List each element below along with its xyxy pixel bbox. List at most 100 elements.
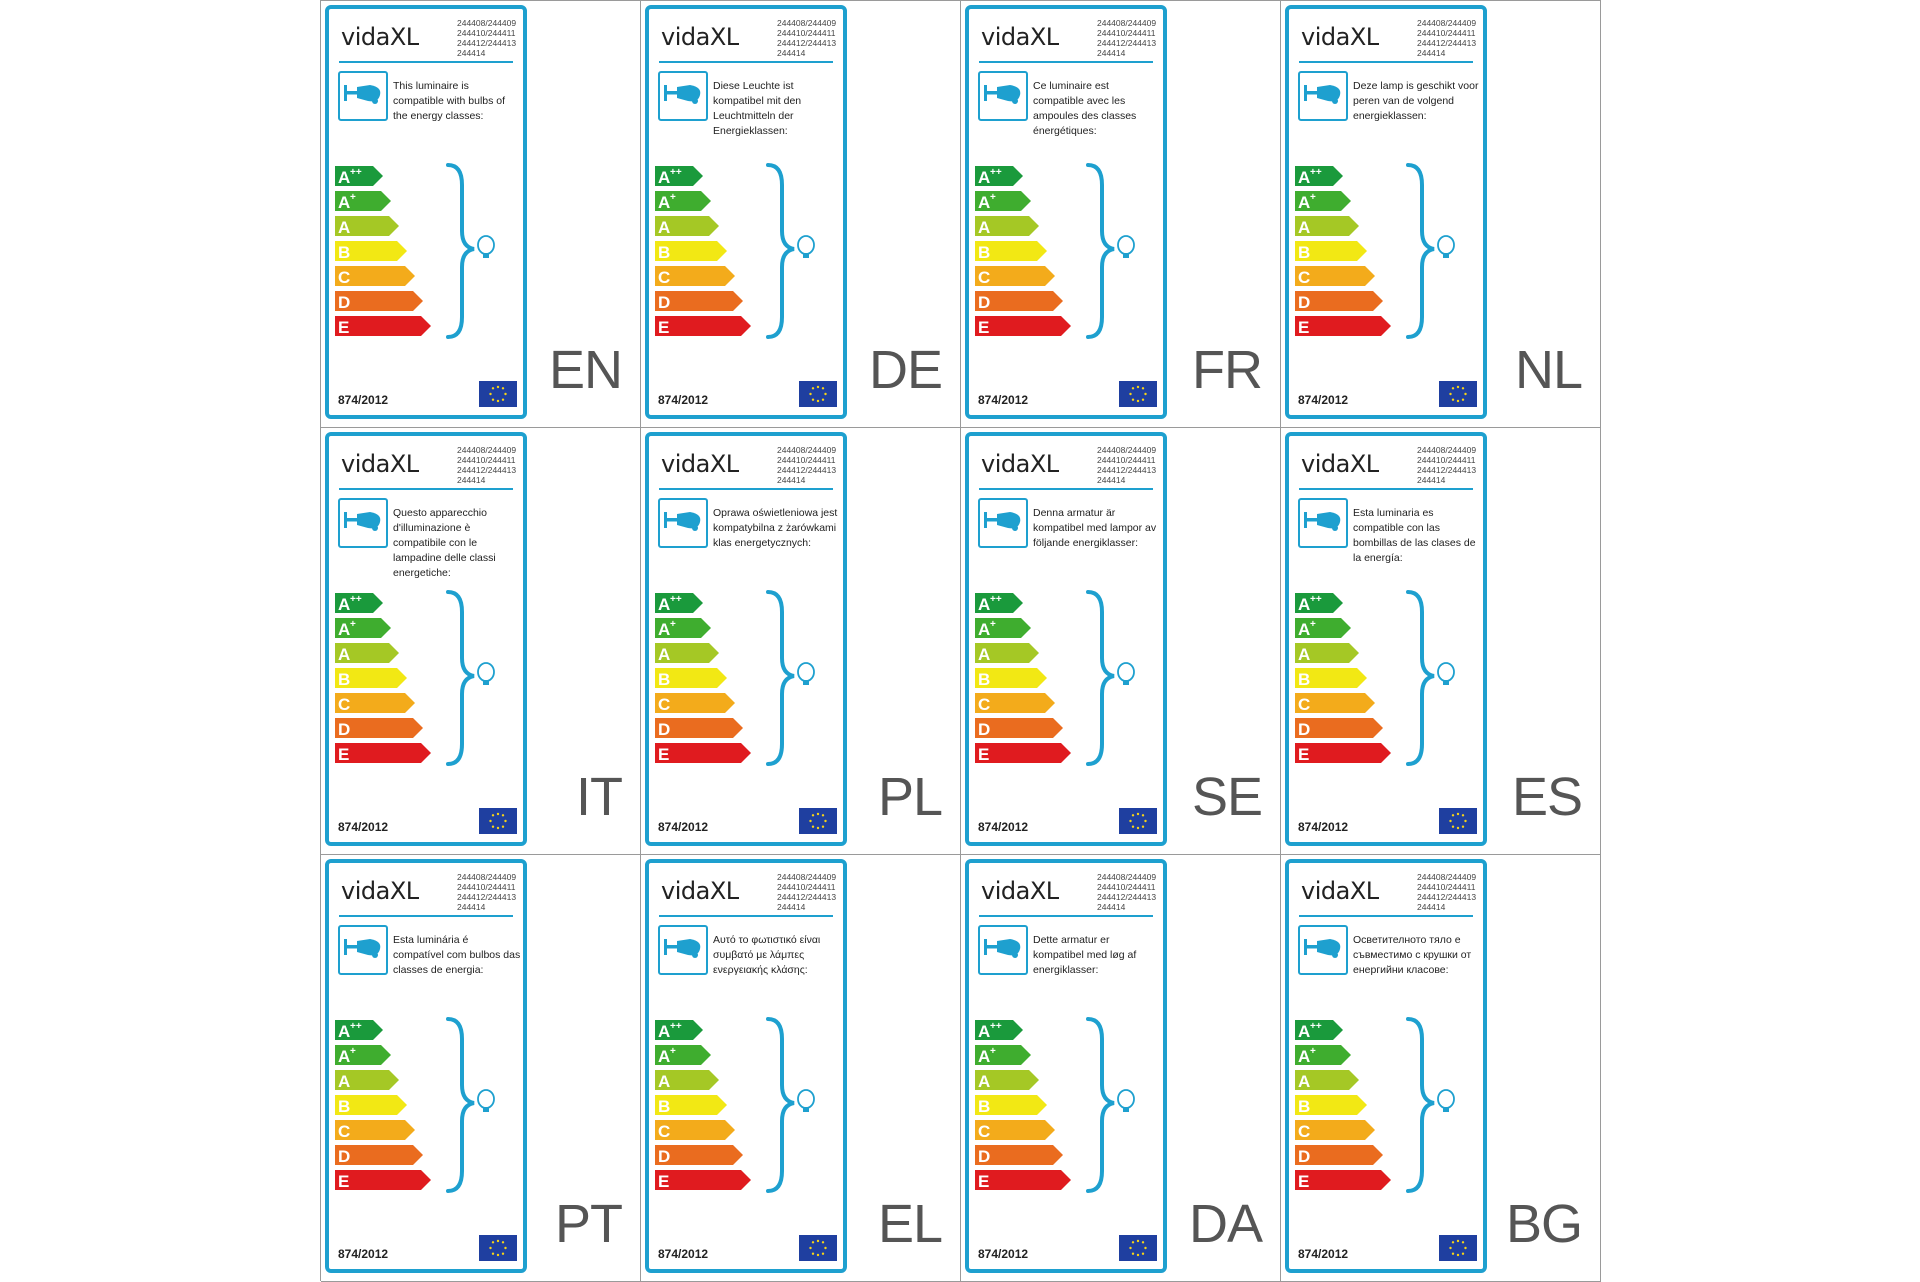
energy-class-arrow: E (655, 743, 751, 764)
product-code-line: 244408/244409 (457, 872, 517, 882)
energy-label-sheet: vidaXL 244408/244409 244410/244411 24441… (320, 0, 1601, 1282)
energy-class-label: A (978, 620, 990, 639)
header-divider (659, 488, 833, 490)
label-cell-en: vidaXL 244408/244409 244410/244411 24441… (321, 1, 641, 428)
energy-class-label: A (1298, 1047, 1310, 1066)
product-code-line: 244414 (777, 475, 806, 485)
energy-class-label: D (1298, 293, 1310, 312)
energy-class-arrow: A + (975, 618, 1031, 639)
product-code-line: 244414 (1417, 902, 1446, 912)
energy-class-arrow: A + (1295, 618, 1351, 639)
energy-class-label: B (978, 243, 990, 262)
energy-class-arrow: E (655, 316, 751, 337)
product-code-line: 244410/244411 (457, 28, 516, 38)
lamp-icon (658, 925, 708, 975)
lamp-icon (338, 71, 388, 121)
product-codes: 244408/244409 244410/244411 244412/24441… (457, 872, 529, 912)
energy-class-arrow: A ++ (655, 1020, 703, 1041)
product-code-line: 244412/244413 (1417, 465, 1477, 475)
energy-class-label: C (658, 268, 670, 287)
energy-label-card: vidaXL 244408/244409 244410/244411 24441… (1285, 432, 1487, 846)
energy-label-card: vidaXL 244408/244409 244410/244411 24441… (645, 5, 847, 419)
energy-class-label: A (338, 168, 350, 187)
product-code-line: 244414 (1417, 475, 1446, 485)
header-divider (979, 61, 1153, 63)
brace-bulb-icon (1404, 161, 1464, 345)
product-code-line: 244414 (1097, 48, 1126, 58)
energy-class-arrow: D (975, 291, 1063, 312)
energy-class-label: C (658, 1122, 670, 1141)
energy-class-arrow: D (655, 1145, 743, 1166)
brace-bulb-icon (444, 588, 504, 772)
product-code-line: 244408/244409 (777, 445, 837, 455)
bulb-icon (477, 662, 495, 685)
energy-class-arrow: A (975, 216, 1039, 237)
lamp-icon (1298, 925, 1348, 975)
product-code-line: 244408/244409 (1097, 445, 1157, 455)
energy-class-label: B (978, 670, 990, 689)
energy-class-label: A (658, 1047, 670, 1066)
energy-class-arrow: A + (655, 1045, 711, 1066)
language-code: EL (877, 1194, 943, 1254)
energy-class-label: D (338, 720, 350, 739)
energy-class-label: E (658, 318, 669, 337)
brand-name: vidaXL (981, 877, 1059, 905)
energy-class-label: B (1298, 670, 1310, 689)
bulb-icon (1437, 235, 1455, 258)
energy-class-superscript: + (990, 619, 996, 630)
label-cell-bg: vidaXL 244408/244409 244410/244411 24441… (1281, 855, 1601, 1282)
energy-class-arrow: A (975, 643, 1039, 664)
regulation-number: 874/2012 (658, 393, 709, 407)
energy-class-arrow: E (335, 743, 431, 764)
brace-bulb-icon (444, 1015, 504, 1199)
compatibility-text: Esta luminária é compatível com bulbos d… (393, 934, 521, 976)
energy-class-arrow: A + (975, 1045, 1031, 1066)
energy-class-arrow: E (975, 316, 1071, 337)
lamp-icon (338, 925, 388, 975)
product-codes: 244408/244409 244410/244411 244412/24441… (1417, 872, 1489, 912)
energy-class-label: C (978, 1122, 990, 1141)
regulation-number: 874/2012 (978, 393, 1029, 407)
energy-class-label: E (978, 745, 989, 764)
language-code: DA (1188, 1194, 1263, 1254)
eu-flag-icon (799, 381, 837, 407)
energy-class-label: A (658, 620, 670, 639)
energy-class-arrow: C (335, 693, 415, 714)
energy-class-arrow: B (1295, 241, 1367, 262)
language-code: DE (868, 340, 943, 400)
bulb-icon (1437, 1089, 1455, 1112)
eu-flag-icon (479, 808, 517, 834)
energy-class-arrow: B (1295, 668, 1367, 689)
energy-class-scale: A ++ A + A B C D E (655, 166, 775, 341)
product-code-line: 244408/244409 (457, 18, 517, 28)
energy-class-arrow: A + (1295, 191, 1351, 212)
bulb-icon (1117, 235, 1135, 258)
regulation-number: 874/2012 (1298, 393, 1349, 407)
energy-class-arrow: A + (655, 618, 711, 639)
energy-class-scale: A ++ A + A B C D E (655, 1020, 775, 1195)
product-code-line: 244412/244413 (457, 465, 517, 475)
energy-class-arrow: A (335, 1070, 399, 1091)
compatibility-text: Осветителното тяло е съвместимо с крушки… (1353, 934, 1472, 976)
bulb-icon (797, 1089, 815, 1112)
energy-class-scale: A ++ A + A B C D E (335, 593, 455, 768)
energy-class-label: A (338, 1072, 350, 1091)
energy-class-label: A (978, 193, 990, 212)
energy-class-superscript: + (670, 192, 676, 203)
energy-class-superscript: ++ (1310, 1021, 1322, 1032)
language-code: NL (1514, 340, 1583, 400)
energy-class-label: A (658, 218, 670, 237)
compatibility-text: Questo apparecchio d'illuminazione è com… (393, 507, 496, 579)
energy-class-superscript: + (1310, 1046, 1316, 1057)
energy-class-label: C (978, 268, 990, 287)
product-code-line: 244408/244409 (777, 872, 837, 882)
energy-class-label: A (338, 645, 350, 664)
label-cell-se: vidaXL 244408/244409 244410/244411 24441… (961, 428, 1281, 855)
regulation-number: 874/2012 (338, 1247, 389, 1261)
product-code-line: 244410/244411 (1417, 882, 1476, 892)
product-code-line: 244412/244413 (457, 892, 517, 902)
bulb-icon (477, 235, 495, 258)
energy-class-label: C (1298, 268, 1310, 287)
energy-class-superscript: + (350, 192, 356, 203)
bulb-icon (477, 1089, 495, 1112)
